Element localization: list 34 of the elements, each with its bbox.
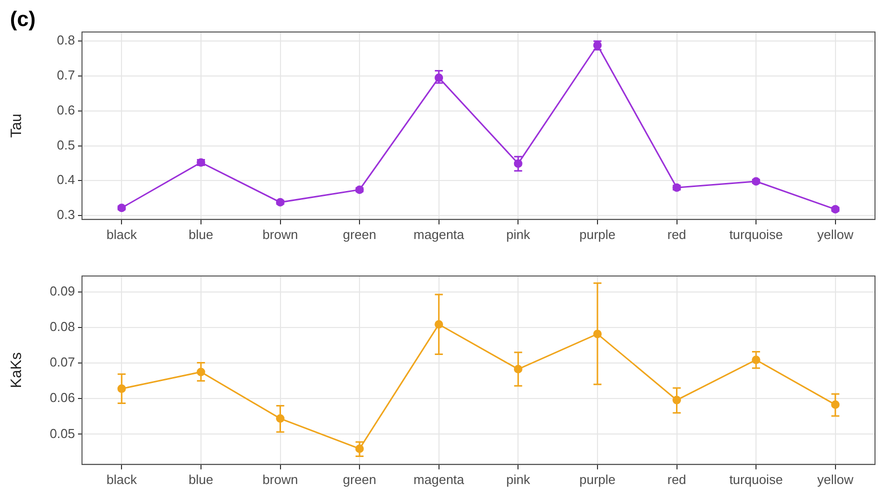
x-tick-label: blue: [188, 472, 214, 487]
x-tick-label: green: [342, 226, 376, 242]
x-tick-label: green: [342, 472, 376, 487]
x-tick-label: yellow: [817, 226, 854, 242]
x-tick-label: red: [667, 472, 686, 487]
y-tick-label: 0.5: [56, 137, 75, 152]
x-tick-label: red: [667, 226, 686, 242]
y-tick-label: 0.4: [56, 172, 75, 188]
y-tick-label: 0.06: [50, 390, 75, 406]
x-tick-label: pink: [506, 226, 531, 242]
x-tick-label: brown: [262, 226, 298, 242]
text: (c): [10, 8, 36, 32]
x-tick-label: yellow: [817, 472, 854, 487]
x-tick-label: black: [106, 226, 138, 242]
x-tick-label: pink: [506, 472, 531, 487]
y-axis-title: KaKs: [8, 352, 26, 388]
y-tick-label: 0.6: [56, 102, 75, 118]
y-tick-label: 0.08: [50, 319, 75, 334]
x-tick-label: blue: [188, 226, 214, 242]
x-tick-label: magenta: [414, 472, 465, 487]
y-tick-label: 0.09: [50, 284, 75, 299]
x-tick-label: turquoise: [729, 472, 783, 487]
y-tick-label: 0.8: [56, 32, 75, 48]
x-tick-label: black: [106, 472, 138, 487]
x-tick-label: brown: [262, 472, 298, 487]
y-axis-title: Tau: [8, 114, 26, 138]
x-tick-label: purple: [579, 226, 616, 242]
x-tick-label: magenta: [414, 226, 465, 242]
y-tick-label: 0.05: [50, 426, 75, 441]
y-tick-label: 0.7: [56, 68, 75, 83]
x-tick-label: turquoise: [729, 226, 783, 242]
y-tick-label: 0.07: [50, 354, 75, 370]
x-tick-label: purple: [579, 472, 616, 487]
y-tick-label: 0.3: [56, 207, 75, 222]
